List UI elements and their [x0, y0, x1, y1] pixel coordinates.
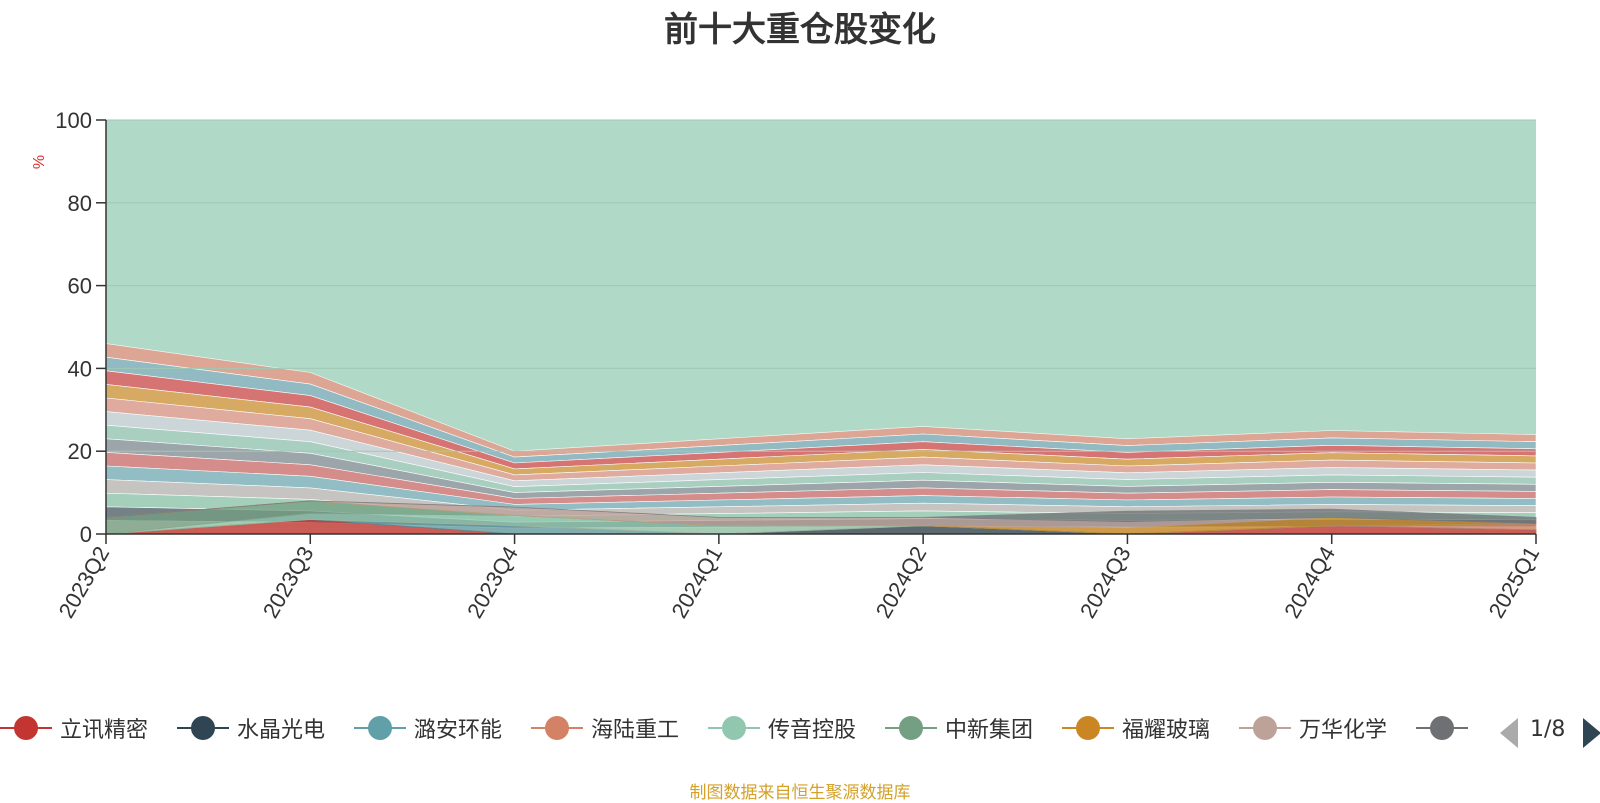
y-axis-label: %	[31, 155, 48, 169]
legend-marker-icon	[354, 715, 406, 741]
legend: 立讯精密 水晶光电 潞安环能 海陆重工 传音控股 中新集团 福耀玻璃 万华化学	[0, 700, 1488, 760]
x-tick-label: 2025Q1	[1484, 542, 1545, 622]
y-tick-label: 80	[68, 191, 92, 216]
x-tick-label: 2024Q2	[871, 542, 932, 622]
legend-item[interactable]: 传音控股	[708, 711, 856, 745]
legend-marker-icon	[885, 715, 937, 741]
legend-label: 立讯精密	[60, 718, 149, 743]
legend-label: 水晶光电	[237, 718, 326, 743]
legend-prev-page-arrow-icon[interactable]	[1500, 718, 1518, 748]
series-area-8	[105, 500, 1537, 525]
x-tick-label: 2023Q3	[258, 542, 319, 622]
legend-marker-icon	[1239, 715, 1291, 741]
y-tick-label: 40	[68, 356, 92, 381]
y-tick-label: 20	[68, 439, 92, 464]
y-tick-label: 0	[80, 522, 92, 547]
legend-item[interactable]: 福耀玻璃	[1062, 711, 1210, 745]
legend-marker-icon	[177, 715, 229, 741]
legend-label: 福耀玻璃	[1122, 718, 1211, 743]
y-tick-label: 60	[68, 274, 92, 299]
grid-lines	[106, 119, 1536, 452]
legend-page-indicator: 1/8	[1530, 717, 1566, 742]
x-tick-label: 2024Q1	[666, 542, 727, 622]
legend-marker-icon	[708, 715, 760, 741]
legend-item[interactable]: 海陆重工	[531, 711, 679, 745]
legend-marker-icon	[0, 715, 52, 741]
x-tick-label: 2024Q3	[1075, 542, 1136, 622]
legend-item[interactable]: 中新集团	[885, 711, 1033, 745]
legend-marker-icon	[1416, 715, 1468, 741]
legend-label: 中新集团	[945, 718, 1034, 743]
legend-label: 万华化学	[1299, 718, 1388, 743]
legend-item[interactable]: 水晶光电	[177, 711, 325, 745]
x-tick-label: 2023Q2	[54, 542, 115, 622]
x-tick-label: 2023Q4	[462, 542, 523, 622]
legend-next-page-arrow-icon[interactable]	[1583, 718, 1600, 748]
legend-item[interactable]: 万华化学	[1239, 711, 1387, 745]
legend-label: 传音控股	[768, 718, 857, 743]
legend-item[interactable]: 潞安环能	[354, 711, 502, 745]
chart-title: 前十大重仓股变化	[664, 10, 936, 50]
chart-plot: 0 20 40 60 80 100 2023Q2 2023Q3 2023Q4 2024Q1 2024…	[31, 108, 1545, 622]
y-tick-label: 100	[55, 108, 92, 133]
legend-marker-icon	[1062, 715, 1114, 741]
legend-label: 潞安环能	[414, 718, 503, 743]
legend-marker-icon	[531, 715, 583, 741]
legend-item[interactable]	[1416, 711, 1476, 745]
legend-label: 海陆重工	[591, 718, 680, 743]
series-areas	[105, 500, 1537, 535]
legend-item[interactable]: 立讯精密	[0, 711, 148, 745]
source-note: 制图数据来自恒生聚源数据库	[689, 783, 911, 803]
x-tick-label: 2024Q4	[1279, 542, 1340, 622]
